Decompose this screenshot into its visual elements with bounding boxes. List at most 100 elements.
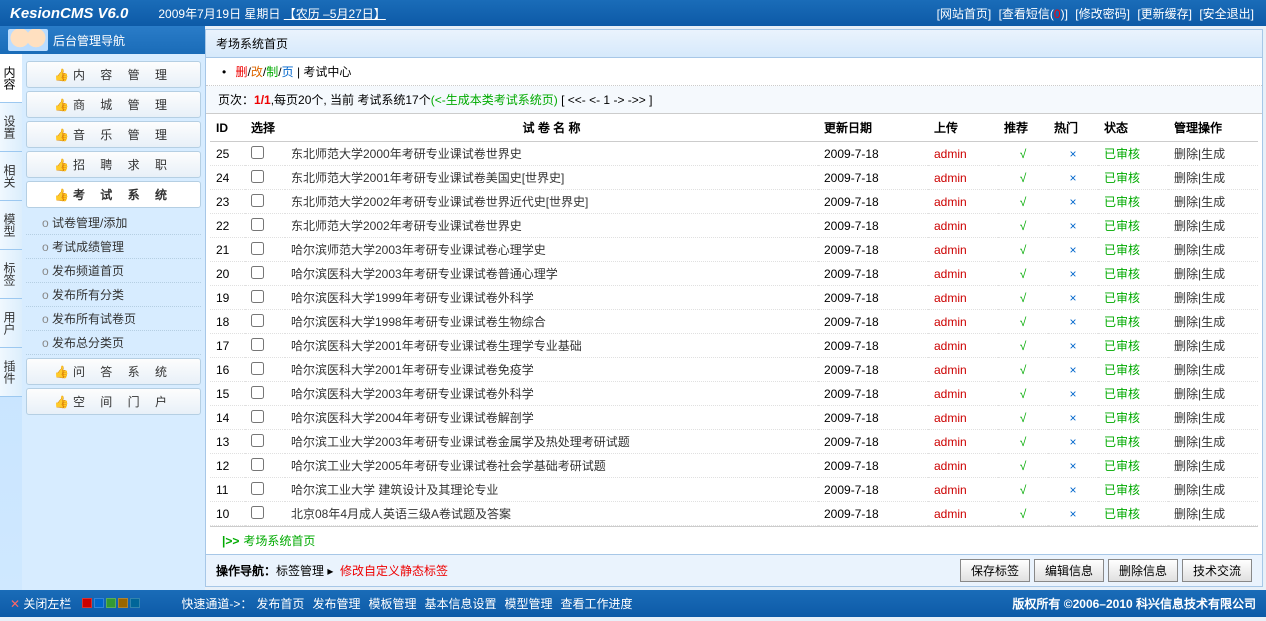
row-check[interactable] xyxy=(251,314,264,327)
row-ops[interactable]: 删除|生成 xyxy=(1174,315,1225,329)
exam-title-link[interactable]: 东北师范大学2001年考研专业课试卷美国史[世界史] xyxy=(291,171,564,185)
action-btn-3[interactable]: 技术交流 xyxy=(1182,559,1252,582)
row-ops[interactable]: 删除|生成 xyxy=(1174,267,1225,281)
exam-title-link[interactable]: 东北师范大学2002年考研专业课试卷世界近代史[世界史] xyxy=(291,195,588,209)
side-tab-2[interactable]: 相关 xyxy=(0,152,22,201)
row-check[interactable] xyxy=(251,410,264,423)
row-check[interactable] xyxy=(251,434,264,447)
exam-title-link[interactable]: 东北师范大学2000年考研专业课试卷世界史 xyxy=(291,147,522,161)
row-check[interactable] xyxy=(251,458,264,471)
row-check[interactable] xyxy=(251,146,264,159)
side-tab-0[interactable]: 内容 xyxy=(0,54,22,103)
exam-title-link[interactable]: 哈尔滨医科大学2003年考研专业课试卷外科学 xyxy=(291,387,534,401)
menu-3[interactable]: 👍招 聘 求 职 xyxy=(26,151,201,178)
link奥-cache[interactable]: [更新缓存] xyxy=(1137,7,1192,21)
theme-color[interactable] xyxy=(118,598,128,608)
quick-link-3[interactable]: 基本信息设置 xyxy=(424,597,496,611)
theme-color[interactable] xyxy=(106,598,116,608)
theme-color[interactable] xyxy=(82,598,92,608)
side-tab-4[interactable]: 标签 xyxy=(0,250,22,299)
menu-5[interactable]: 👍问 答 系 统 xyxy=(26,358,201,385)
exam-title-link[interactable]: 哈尔滨医科大学2004年考研专业课试卷解剖学 xyxy=(291,411,534,425)
menu-1[interactable]: 👍商 城 管 理 xyxy=(26,91,201,118)
table-row: 16哈尔滨医科大学2001年考研专业课试卷免疫学2009-7-18admin√×… xyxy=(210,358,1258,382)
submenu-4-3[interactable]: 发布所有分类 xyxy=(26,283,201,307)
top-links: [网站首页] [查看短信(0)] [修改密码] [更新缓存] [安全退出] xyxy=(935,5,1256,22)
menu-4[interactable]: 👍考 试 系 统 xyxy=(26,181,201,208)
exam-title-link[interactable]: 哈尔滨医科大学2003年考研专业课试卷普通心理学 xyxy=(291,267,558,281)
custom-tag-link[interactable]: 修改自定义静态标签 xyxy=(340,564,448,578)
side-tab-5[interactable]: 用户 xyxy=(0,299,22,348)
exam-title-link[interactable]: 哈尔滨工业大学2005年考研专业课试卷社会学基础考研试题 xyxy=(291,459,606,473)
exam-title-link[interactable]: 东北师范大学2002年考研专业课试卷世界史 xyxy=(291,219,522,233)
exam-title-link[interactable]: 哈尔滨医科大学2001年考研专业课试卷生理学专业基础 xyxy=(291,339,582,353)
quick-link-2[interactable]: 模板管理 xyxy=(368,597,416,611)
exam-title-link[interactable]: 北京08年4月成人英语三级A卷试题及答案 xyxy=(291,507,511,521)
row-ops[interactable]: 删除|生成 xyxy=(1174,435,1225,449)
row-check[interactable] xyxy=(251,194,264,207)
theme-colors[interactable] xyxy=(81,597,141,611)
submenu-4-5[interactable]: 发布总分类页 xyxy=(26,331,201,355)
op-page[interactable]: 页 xyxy=(282,65,294,79)
quick-link-5[interactable]: 查看工作进度 xyxy=(561,597,633,611)
op-mod[interactable]: 改 xyxy=(251,65,263,79)
link-exit[interactable]: [安全退出] xyxy=(1199,7,1254,21)
side-tab-1[interactable]: 设置 xyxy=(0,103,22,152)
submenu-4-1[interactable]: 考试成绩管理 xyxy=(26,235,201,259)
row-check[interactable] xyxy=(251,290,264,303)
row-check[interactable] xyxy=(251,482,264,495)
action-btn-2[interactable]: 删除信息 xyxy=(1108,559,1178,582)
exam-title-link[interactable]: 哈尔滨医科大学2001年考研专业课试卷免疫学 xyxy=(291,363,534,377)
row-ops[interactable]: 删除|生成 xyxy=(1174,483,1225,497)
exam-title-link[interactable]: 哈尔滨医科大学1998年考研专业课试卷生物综合 xyxy=(291,315,546,329)
action-btn-1[interactable]: 编辑信息 xyxy=(1034,559,1104,582)
menu-0[interactable]: 👍内 容 管 理 xyxy=(26,61,201,88)
menu-2[interactable]: 👍音 乐 管 理 xyxy=(26,121,201,148)
link-home[interactable]: [网站首页] xyxy=(937,7,992,21)
close-left-btn[interactable]: 关闭左栏 xyxy=(10,595,71,612)
submenu-4-4[interactable]: 发布所有试卷页 xyxy=(26,307,201,331)
row-ops[interactable]: 删除|生成 xyxy=(1174,291,1225,305)
row-ops[interactable]: 删除|生成 xyxy=(1174,411,1225,425)
submenu-4-0[interactable]: 试卷管理/添加 xyxy=(26,211,201,235)
quick-link-1[interactable]: 发布管理 xyxy=(312,597,360,611)
row-ops[interactable]: 删除|生成 xyxy=(1174,339,1225,353)
exam-title-link[interactable]: 哈尔滨师范大学2003年考研专业课试卷心理学史 xyxy=(291,243,546,257)
row-ops[interactable]: 删除|生成 xyxy=(1174,363,1225,377)
op-make[interactable]: 制 xyxy=(266,65,278,79)
theme-color[interactable] xyxy=(94,598,104,608)
lunar-link[interactable]: 【农历 –5月27日】 xyxy=(284,7,386,21)
exam-title-link[interactable]: 哈尔滨工业大学2003年考研专业课试卷金属学及热处理考研试题 xyxy=(291,435,630,449)
exam-title-link[interactable]: 哈尔滨医科大学1999年考研专业课试卷外科学 xyxy=(291,291,534,305)
action-btn-0[interactable]: 保存标签 xyxy=(960,559,1030,582)
side-tab-3[interactable]: 模型 xyxy=(0,201,22,250)
cross-icon: × xyxy=(1054,387,1092,401)
menu-6[interactable]: 👍空 间 门 户 xyxy=(26,388,201,415)
row-ops[interactable]: 删除|生成 xyxy=(1174,147,1225,161)
row-ops[interactable]: 删除|生成 xyxy=(1174,243,1225,257)
quick-link-0[interactable]: 发布首页 xyxy=(256,597,304,611)
row-ops[interactable]: 删除|生成 xyxy=(1174,459,1225,473)
quick-link-4[interactable]: 模型管理 xyxy=(504,597,552,611)
submenu-4-2[interactable]: 发布频道首页 xyxy=(26,259,201,283)
row-ops[interactable]: 删除|生成 xyxy=(1174,171,1225,185)
row-check[interactable] xyxy=(251,338,264,351)
op-del[interactable]: 删 xyxy=(236,65,248,79)
row-check[interactable] xyxy=(251,170,264,183)
row-ops[interactable]: 删除|生成 xyxy=(1174,219,1225,233)
side-tab-6[interactable]: 插件 xyxy=(0,348,22,397)
link-pwd[interactable]: [修改密码] xyxy=(1075,7,1130,21)
row-ops[interactable]: 删除|生成 xyxy=(1174,507,1225,521)
row-ops[interactable]: 删除|生成 xyxy=(1174,195,1225,209)
exam-title-link[interactable]: 哈尔滨工业大学 建筑设计及其理论专业 xyxy=(291,483,498,497)
check-icon: √ xyxy=(1004,411,1042,425)
theme-color[interactable] xyxy=(130,598,140,608)
row-ops[interactable]: 删除|生成 xyxy=(1174,387,1225,401)
link-msg[interactable]: [查看短信(0)] xyxy=(999,7,1068,21)
row-check[interactable] xyxy=(251,218,264,231)
row-check[interactable] xyxy=(251,242,264,255)
row-check[interactable] xyxy=(251,266,264,279)
row-check[interactable] xyxy=(251,506,264,519)
row-check[interactable] xyxy=(251,362,264,375)
row-check[interactable] xyxy=(251,386,264,399)
